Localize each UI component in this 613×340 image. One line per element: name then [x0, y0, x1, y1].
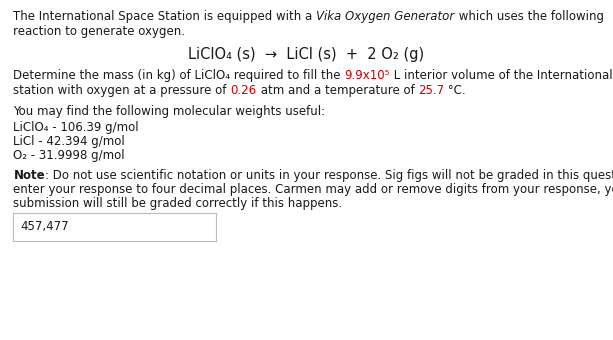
- Text: station with oxygen at a pressure of: station with oxygen at a pressure of: [13, 84, 230, 97]
- Text: You may find the following molecular weights useful:: You may find the following molecular wei…: [13, 105, 326, 118]
- Text: Vika Oxygen Generator: Vika Oxygen Generator: [316, 10, 455, 23]
- Text: LiClO₄ - 106.39 g/mol: LiClO₄ - 106.39 g/mol: [13, 121, 139, 134]
- Text: O₂ - 31.9998 g/mol: O₂ - 31.9998 g/mol: [13, 149, 125, 162]
- Text: 457,477: 457,477: [21, 221, 69, 234]
- Text: L interior volume of the International Space: L interior volume of the International S…: [390, 69, 613, 82]
- Text: submission will still be graded correctly if this happens.: submission will still be graded correctl…: [13, 197, 343, 210]
- Text: reaction to generate oxygen.: reaction to generate oxygen.: [13, 25, 186, 38]
- Text: °C.: °C.: [444, 84, 466, 97]
- Text: enter your response to four decimal places. Carmen may add or remove digits from: enter your response to four decimal plac…: [13, 183, 613, 196]
- Text: LiCl - 42.394 g/mol: LiCl - 42.394 g/mol: [13, 135, 125, 148]
- Text: The International Space Station is equipped with a: The International Space Station is equip…: [13, 10, 316, 23]
- Text: 25.7: 25.7: [418, 84, 444, 97]
- Text: Note: Note: [13, 169, 45, 182]
- Text: : Do not use scientific notation or units in your response. Sig figs will not be: : Do not use scientific notation or unit…: [45, 169, 613, 182]
- Text: which uses the following: which uses the following: [455, 10, 604, 23]
- Text: 0.26: 0.26: [230, 84, 257, 97]
- Text: Determine the mass (in kg) of LiClO₄ required to fill the: Determine the mass (in kg) of LiClO₄ req…: [13, 69, 345, 82]
- Text: 9.9x10⁵: 9.9x10⁵: [345, 69, 390, 82]
- Text: atm and a temperature of: atm and a temperature of: [257, 84, 418, 97]
- Text: LiClO₄ (s)  →  LiCl (s)  +  2 O₂ (g): LiClO₄ (s) → LiCl (s) + 2 O₂ (g): [188, 47, 425, 62]
